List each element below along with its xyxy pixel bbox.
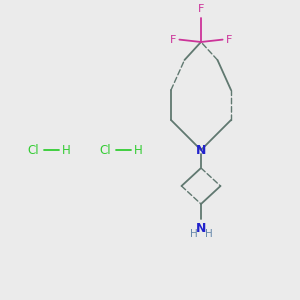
Text: Cl: Cl <box>27 143 39 157</box>
Text: Cl: Cl <box>99 143 111 157</box>
Text: H: H <box>190 229 197 239</box>
Text: F: F <box>226 34 232 45</box>
Text: F: F <box>198 4 204 14</box>
Text: N: N <box>196 143 206 157</box>
Text: H: H <box>205 229 212 239</box>
Text: H: H <box>134 143 142 157</box>
Text: N: N <box>196 222 206 235</box>
Text: H: H <box>61 143 70 157</box>
Text: F: F <box>169 34 176 45</box>
